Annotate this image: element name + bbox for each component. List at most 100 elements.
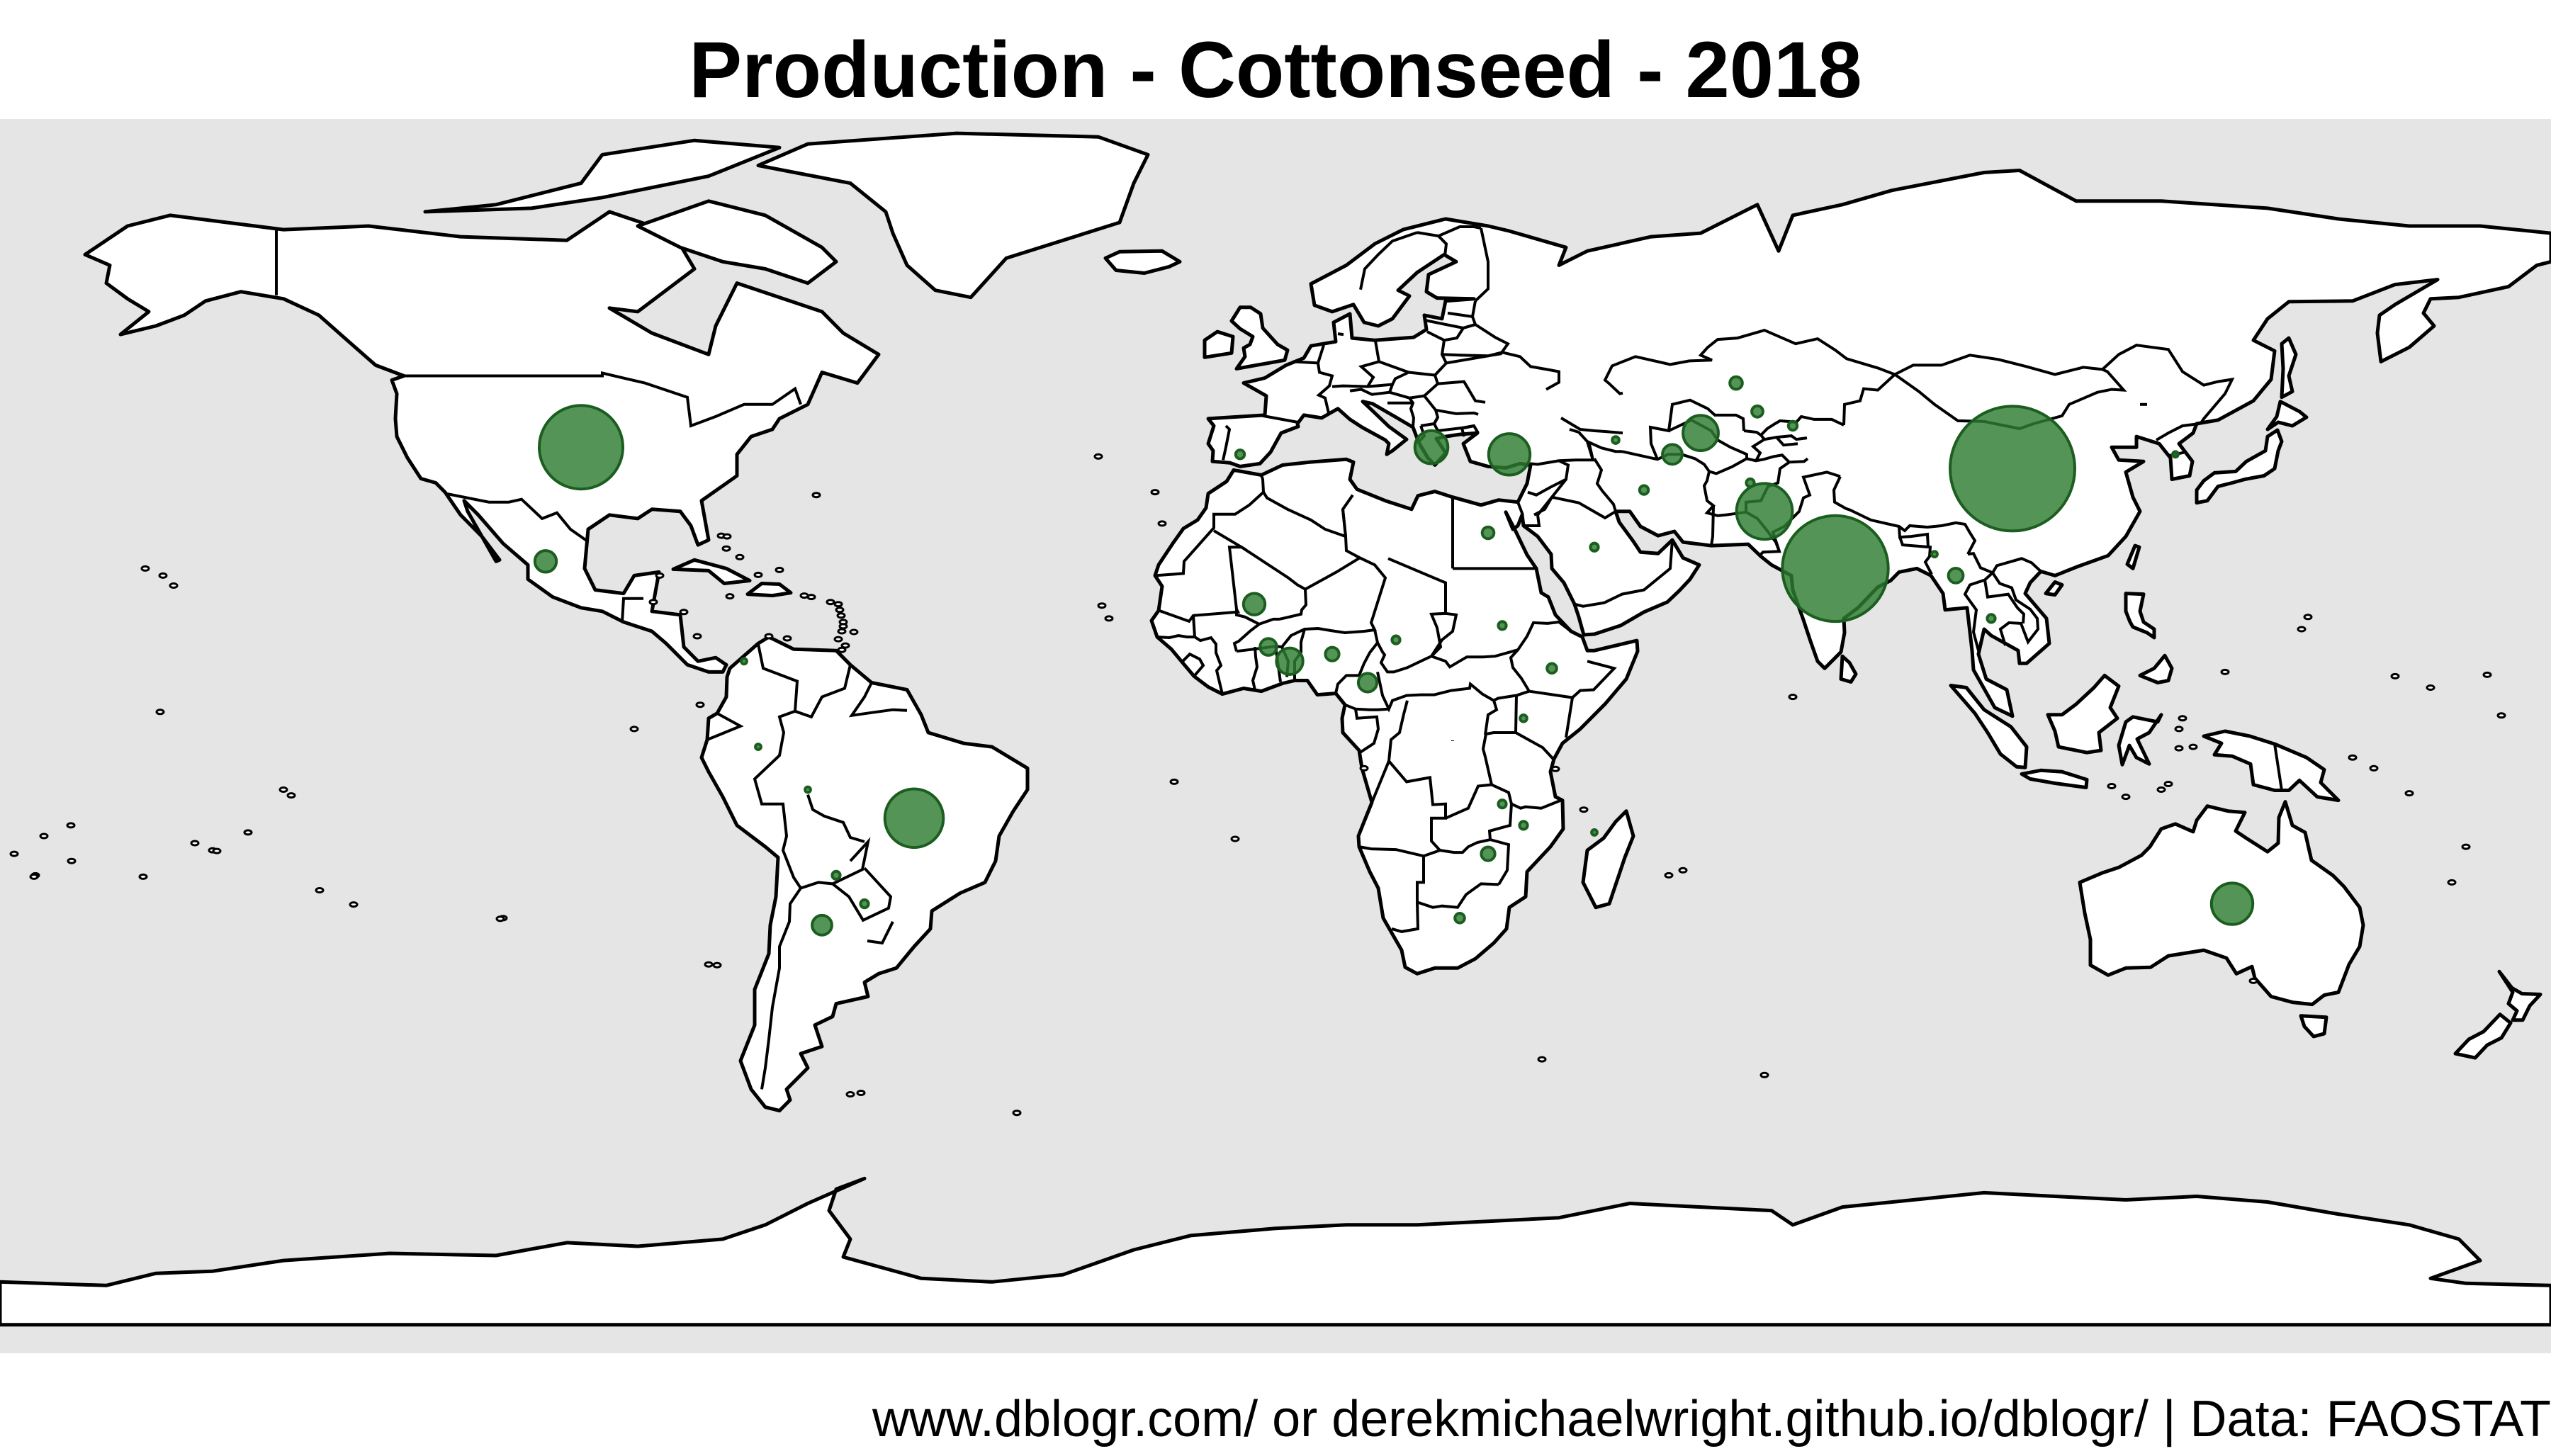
production-bubble: [1497, 620, 1508, 631]
production-bubble: [1241, 592, 1267, 616]
country-border: [831, 867, 893, 922]
production-bubble: [538, 404, 624, 491]
country-border: [445, 492, 588, 542]
small-island: [806, 594, 816, 601]
country-border: [753, 643, 803, 1090]
world-map: [0, 131, 2551, 1327]
country-border: [1341, 494, 1354, 537]
small-island: [66, 822, 76, 829]
small-island: [243, 829, 253, 836]
small-island: [1093, 453, 1103, 460]
country-border: [1344, 703, 1390, 711]
country-border: [1471, 300, 1477, 317]
small-island: [836, 612, 846, 619]
country-border: [1431, 648, 1519, 669]
country-border: [1424, 311, 1477, 330]
production-bubble: [883, 787, 945, 850]
production-bubble: [533, 549, 558, 574]
country-border: [1334, 629, 1380, 694]
small-island: [1157, 520, 1167, 527]
country-border: [1571, 660, 1617, 699]
production-bubble: [1234, 448, 1246, 461]
small-island: [2404, 790, 2414, 797]
country-border: [1551, 495, 1617, 520]
country-border: [1842, 373, 1896, 426]
source-caption: www.dblogr.com/ or derekmichaelwright.gi…: [872, 1391, 2551, 1447]
landmass-sri-lanka: [1839, 654, 1858, 684]
country-border: [1358, 758, 1447, 858]
country-border: [1574, 539, 1674, 608]
country-border: [1493, 694, 1516, 702]
landmass-sumatra: [1949, 684, 2029, 769]
small-island: [837, 646, 847, 653]
small-island: [629, 726, 639, 733]
country-border: [1516, 501, 1524, 516]
small-island: [833, 636, 843, 643]
small-island: [1012, 1110, 1022, 1117]
country-border: [1417, 882, 1499, 909]
small-island: [2496, 712, 2506, 719]
small-island: [2121, 794, 2131, 801]
small-island: [1104, 615, 1114, 622]
small-island: [753, 571, 763, 578]
small-island: [722, 533, 732, 540]
small-island: [826, 599, 835, 606]
small-island: [2163, 781, 2173, 787]
country-border: [1391, 856, 1425, 933]
small-island: [1169, 778, 1179, 785]
landmass-north-america: [83, 210, 881, 674]
small-island: [1678, 867, 1688, 874]
small-island: [190, 840, 200, 847]
small-island: [849, 628, 859, 636]
small-island: [39, 833, 49, 840]
small-island: [725, 593, 735, 600]
small-island: [140, 565, 150, 572]
production-bubble: [1735, 482, 1794, 541]
landmass-sakhalin: [2280, 336, 2298, 400]
country-border: [1262, 491, 1346, 538]
country-border: [1441, 322, 1510, 358]
country-border: [1437, 380, 1486, 404]
country-border: [1262, 414, 1298, 424]
small-island: [721, 545, 731, 552]
country-border: [1991, 572, 2040, 646]
country-border: [1354, 709, 1380, 767]
production-bubble: [1947, 567, 1965, 585]
production-bubble: [1545, 662, 1558, 675]
country-border: [1832, 475, 1977, 555]
country-border: [867, 920, 894, 945]
production-bubble: [1519, 713, 1528, 723]
small-island: [315, 887, 325, 893]
world-map-panel: [0, 119, 2551, 1353]
small-island: [775, 566, 784, 573]
production-bubble: [859, 898, 870, 910]
small-island: [169, 582, 179, 589]
production-bubble: [1986, 613, 1997, 624]
production-bubble: [1497, 798, 1508, 810]
small-island: [856, 1090, 866, 1096]
country-border: [1481, 731, 1555, 785]
country-border: [1898, 526, 1930, 548]
production-bubble: [1638, 484, 1650, 496]
country-border: [1430, 611, 1458, 658]
country-border: [800, 837, 871, 890]
production-bubble: [1487, 432, 1532, 477]
small-island: [286, 792, 296, 799]
country-border: [1533, 496, 1553, 517]
production-bubble: [830, 869, 842, 881]
country-border: [1776, 434, 1808, 441]
country-border: [806, 794, 865, 843]
small-island: [712, 961, 722, 969]
small-island: [833, 601, 843, 608]
small-island: [695, 701, 705, 709]
small-island: [138, 873, 148, 880]
landmass-mindanao: [2138, 653, 2174, 684]
country-border: [2155, 422, 2200, 441]
country-border: [1474, 227, 1490, 303]
small-island: [9, 850, 19, 857]
landmass-tasmania: [2299, 1014, 2328, 1039]
landmass-java: [2020, 768, 2089, 789]
production-bubble: [1661, 443, 1684, 466]
small-island: [29, 873, 39, 880]
landmass-nz-north: [2497, 969, 2542, 1022]
